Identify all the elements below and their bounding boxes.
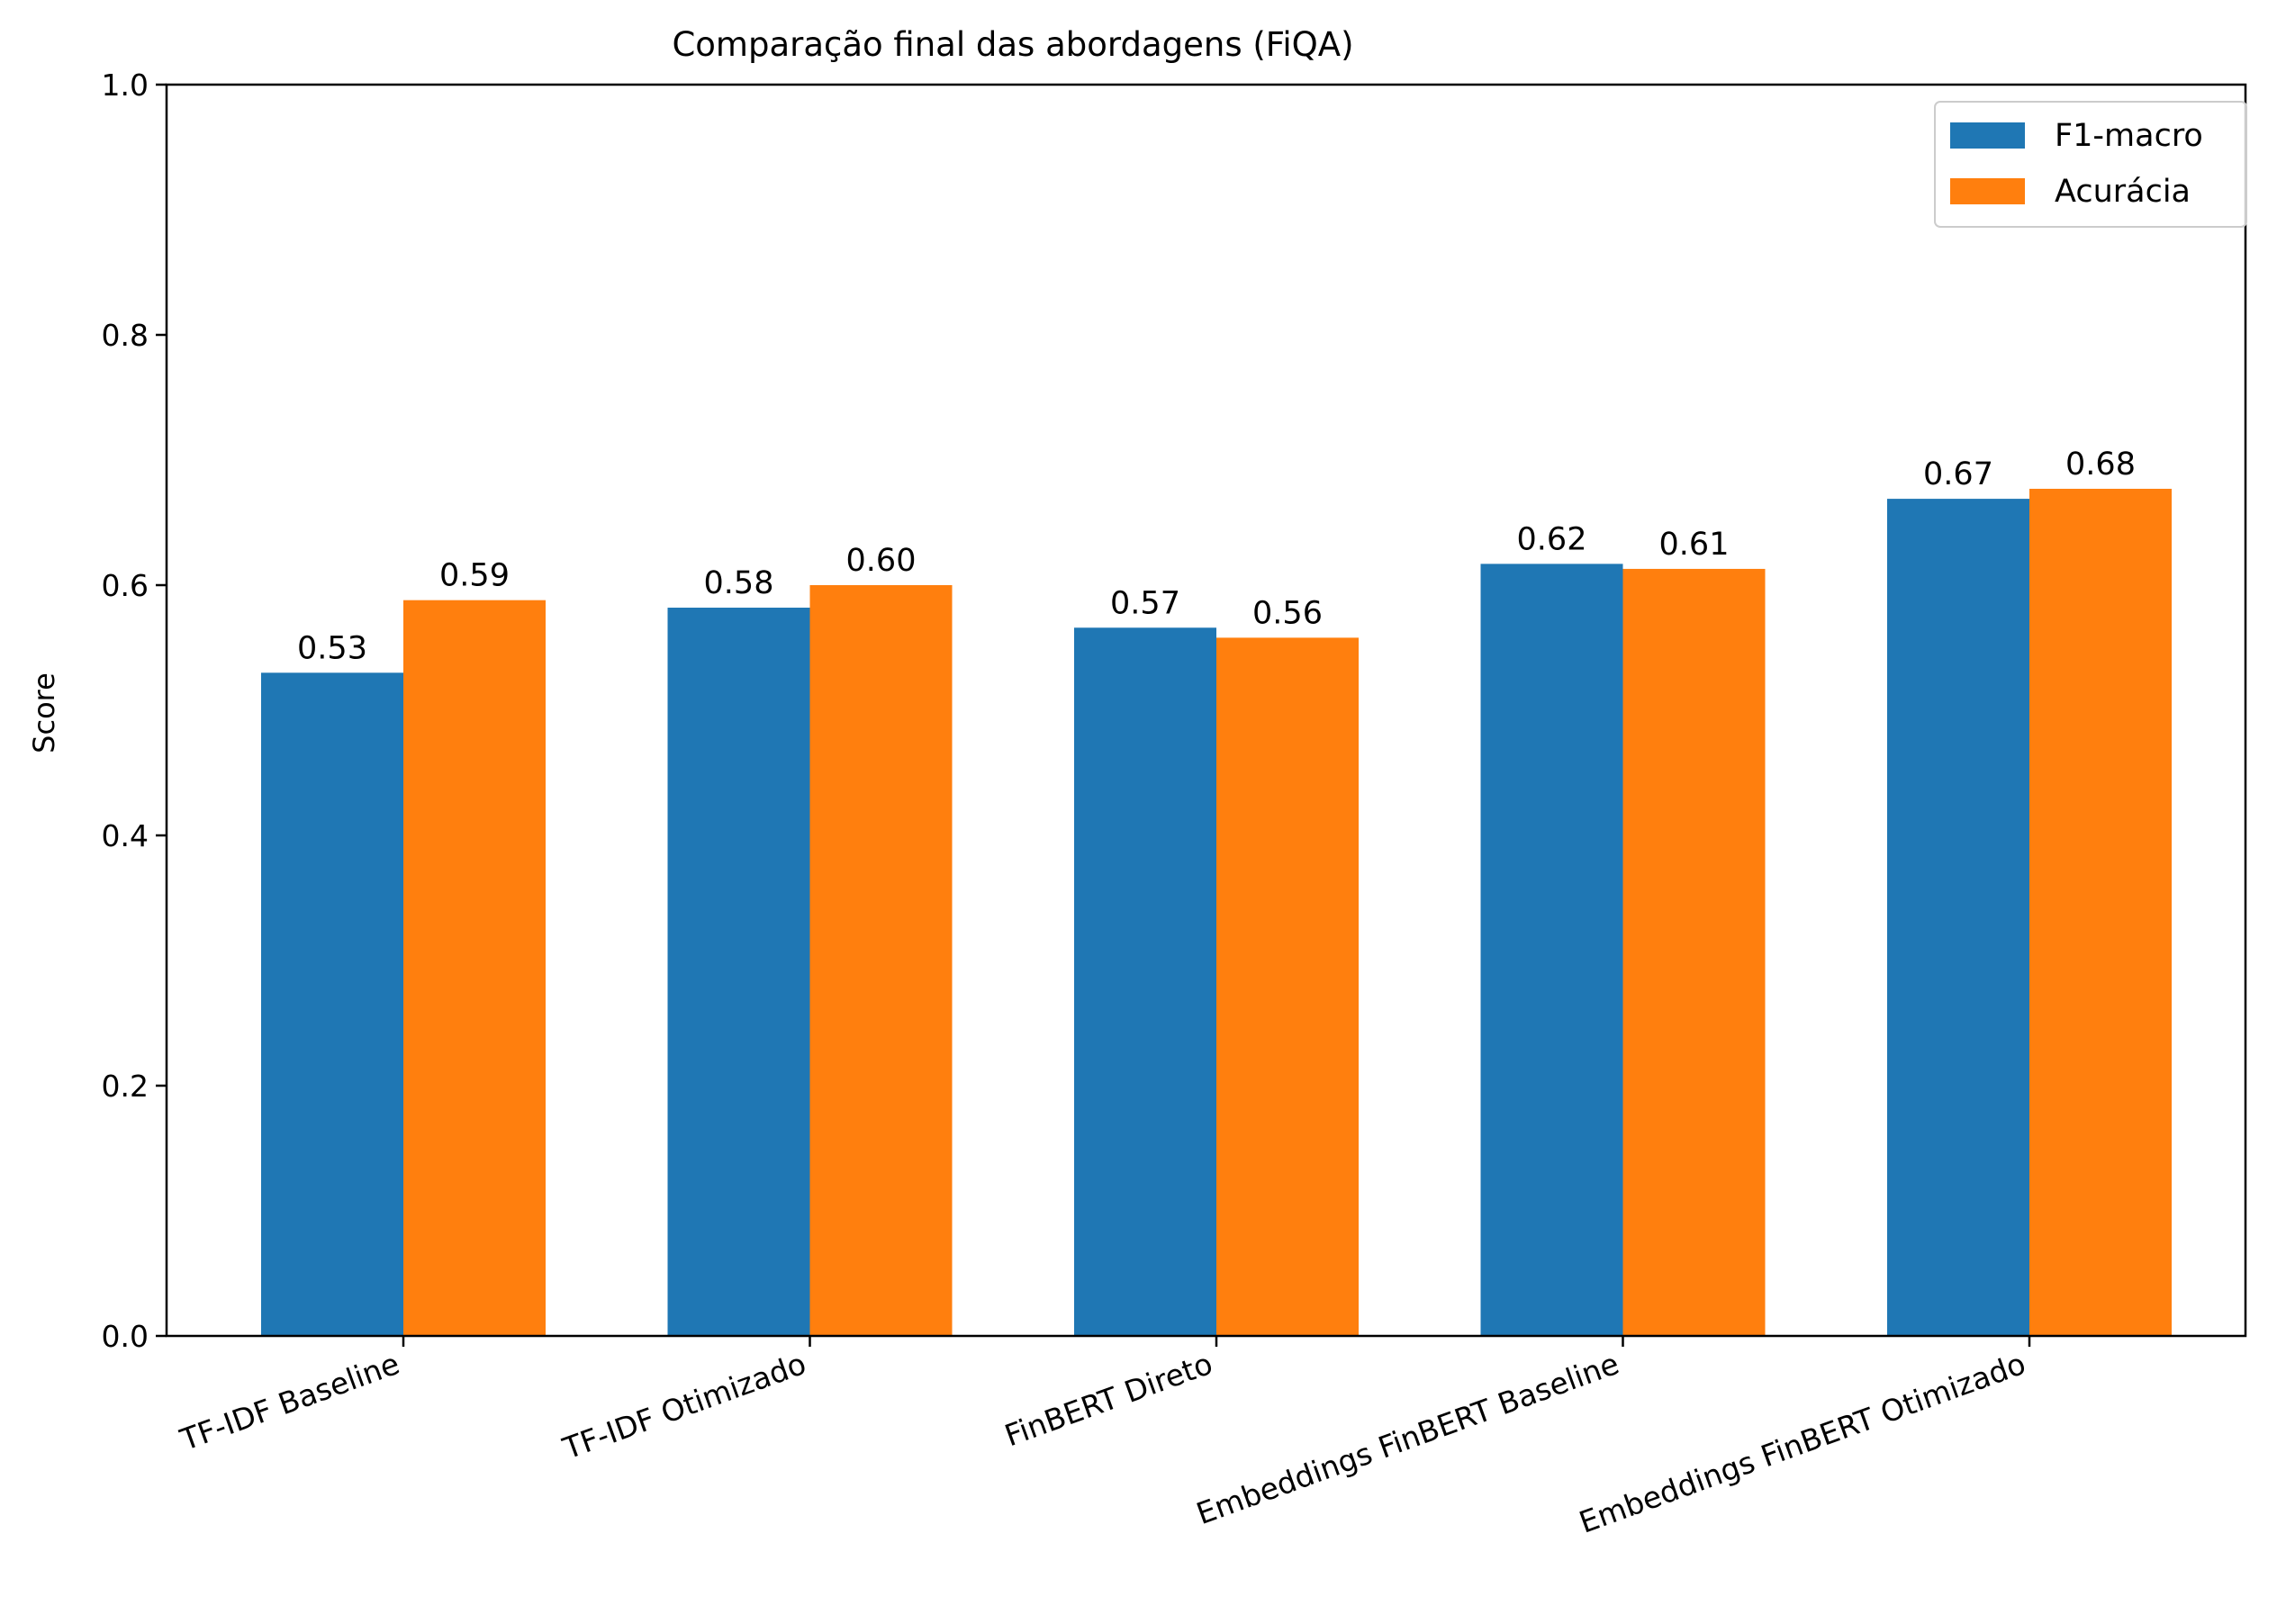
y-tick-label: 1.0 bbox=[102, 68, 149, 103]
bar-value-label: 0.59 bbox=[439, 558, 510, 594]
y-tick-label: 0.2 bbox=[102, 1069, 149, 1104]
bar-labels-group: 0.53 0.58 0.57 0.62 0.67 0.59 0.60 0.56 0.61 0.68 bbox=[297, 447, 2136, 666]
bar-acur-cia-3 bbox=[1216, 637, 1359, 1336]
bar-acur-cia-4 bbox=[1622, 568, 1766, 1336]
bar-value-label: 0.67 bbox=[1923, 456, 1993, 492]
bar-f1-macro-5 bbox=[1887, 499, 2029, 1336]
bars-group bbox=[261, 488, 2172, 1336]
x-axis: TF-IDF Baseline TF-IDF Otimizado FinBERT D… bbox=[175, 1336, 2031, 1540]
y-tick-label: 0.4 bbox=[102, 818, 149, 853]
x-tick-label: Embeddings FinBERT Baseline bbox=[1192, 1346, 1624, 1531]
legend-swatch bbox=[1950, 122, 2025, 149]
y-axis: 0.0 0.2 0.4 0.6 0.8 1.0 bbox=[102, 68, 167, 1354]
plot-frame bbox=[165, 83, 2247, 1338]
y-tick-label: 0.8 bbox=[102, 318, 149, 353]
bar-f1-macro-2 bbox=[667, 608, 810, 1336]
bar-f1-macro-3 bbox=[1074, 627, 1216, 1336]
x-tick-label: TF-IDF Baseline bbox=[175, 1346, 403, 1457]
bar-f1-macro-4 bbox=[1480, 564, 1623, 1336]
bar-value-label: 0.57 bbox=[1110, 585, 1180, 621]
legend-label: Acurácia bbox=[2055, 174, 2191, 210]
y-tick-label: 0.6 bbox=[102, 568, 149, 603]
bar-value-label: 0.58 bbox=[704, 565, 774, 601]
bar-value-label: 0.61 bbox=[1659, 527, 1730, 563]
bar-value-label: 0.56 bbox=[1252, 595, 1323, 631]
x-tick-label: Embeddings FinBERT Otimizado bbox=[1575, 1346, 2030, 1540]
legend: F1-macro Acurácia bbox=[1934, 101, 2247, 228]
x-tick-label: FinBERT Direto bbox=[1000, 1346, 1217, 1453]
y-axis-label: Score bbox=[27, 672, 61, 753]
bar-value-label: 0.62 bbox=[1517, 521, 1587, 557]
bar-acur-cia-5 bbox=[2029, 488, 2172, 1336]
y-tick-label: 0.0 bbox=[102, 1319, 149, 1354]
bar-f1-macro-1 bbox=[261, 672, 403, 1336]
bar-acur-cia-1 bbox=[403, 600, 546, 1336]
legend-swatch bbox=[1950, 178, 2025, 204]
bar-value-label: 0.53 bbox=[297, 630, 367, 666]
chart-title: Comparação final das abordagens (FiQA) bbox=[672, 25, 1353, 64]
bar-value-label: 0.60 bbox=[846, 543, 917, 579]
bar-value-label: 0.68 bbox=[2065, 447, 2136, 483]
x-tick-label: TF-IDF Otimizado bbox=[557, 1346, 810, 1466]
legend-label: F1-macro bbox=[2055, 118, 2203, 154]
bar-acur-cia-2 bbox=[809, 585, 953, 1336]
